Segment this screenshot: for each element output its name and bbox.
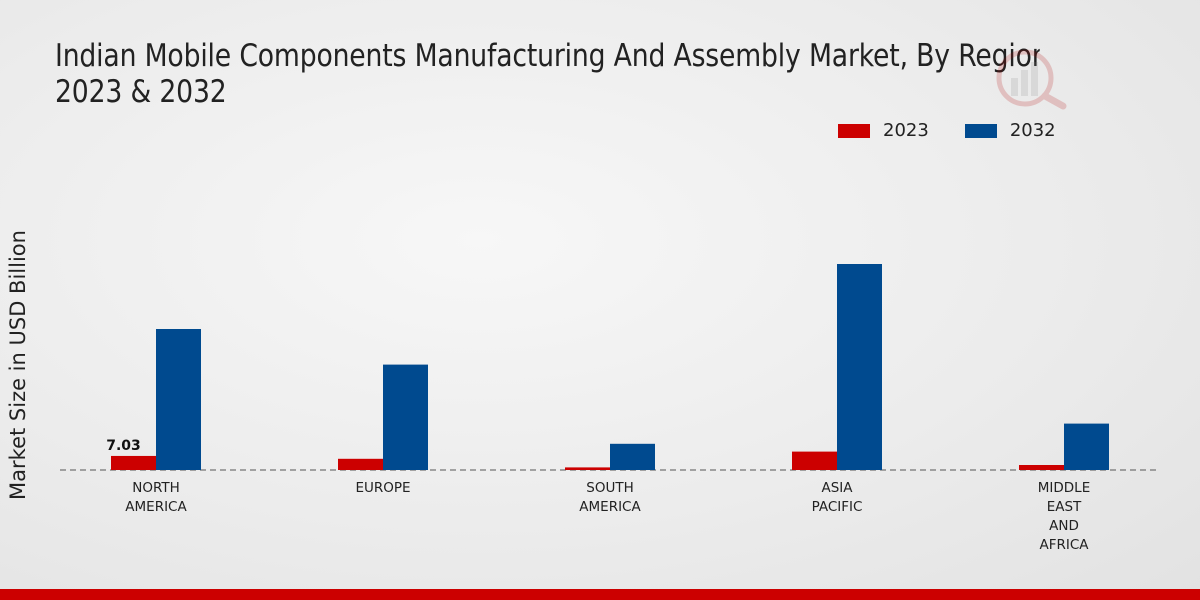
chart-title-line-2: 2023 & 2032	[55, 74, 227, 110]
bar-2023-north-america	[111, 455, 156, 470]
legend: 2023 2032	[838, 120, 1092, 141]
watermark-logo-icon	[996, 49, 1067, 110]
legend-swatch-2023	[838, 123, 870, 138]
x-tick-label-south-america: SOUTH AMERICA	[579, 480, 641, 515]
bar-2023-europe	[338, 458, 383, 470]
chart-title: Indian Mobile Components Manufacturing A…	[55, 38, 1040, 110]
chart-title-line-1: Indian Mobile Components Manufacturing A…	[55, 38, 1040, 74]
bar-2023-middle-east-and-africa	[1019, 465, 1064, 470]
bar-2032-europe	[383, 364, 428, 470]
x-tick-label-europe: EUROPE	[355, 480, 410, 496]
legend-item-2023: 2023	[838, 120, 929, 141]
bar-2032-asia-pacific	[837, 264, 882, 470]
bar-2032-north-america	[156, 329, 201, 470]
legend-swatch-2032	[964, 123, 997, 138]
x-tick-label-asia-pacific: ASIA PACIFIC	[812, 480, 863, 515]
footer-bar	[0, 589, 1200, 600]
bar-2032-middle-east-and-africa	[1064, 423, 1109, 470]
legend-item-2032: 2032	[964, 120, 1056, 141]
bar-2023-south-america	[565, 467, 610, 470]
x-tick-label-north-america: NORTH AMERICA	[125, 480, 187, 515]
data-label-2023-0: 7.03	[106, 438, 141, 454]
legend-label-2023: 2023	[883, 120, 929, 141]
bar-2023-asia-pacific	[792, 451, 837, 470]
legend-label-2032: 2032	[1009, 120, 1056, 141]
bar-2032-south-america	[610, 443, 655, 470]
x-tick-label-middle-east-and-africa: MIDDLE EAST AND AFRICA	[1038, 480, 1090, 553]
